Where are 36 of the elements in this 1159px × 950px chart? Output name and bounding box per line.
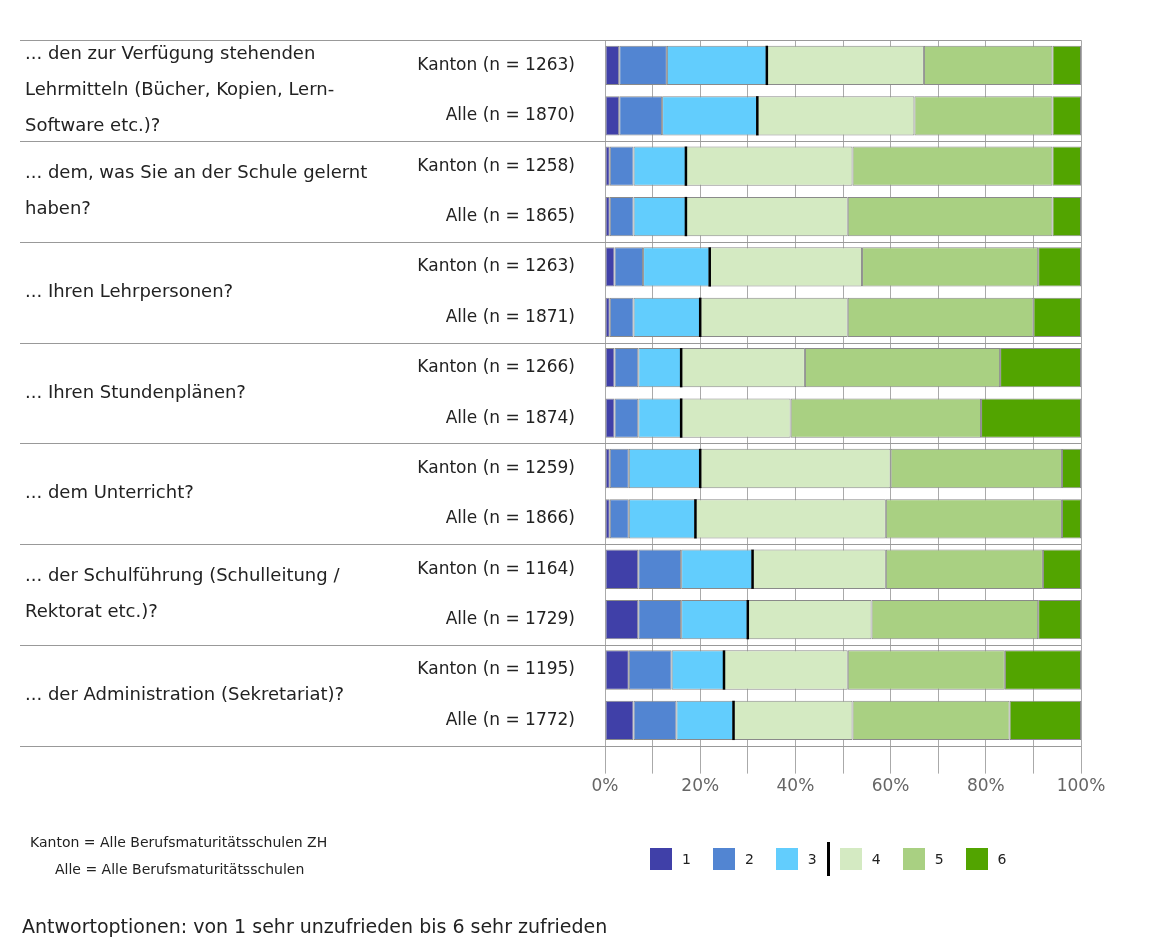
legend-label: 5	[934, 851, 944, 867]
y-tick-label: Alle (n = 1870)	[445, 104, 575, 125]
y-tick-label: Kanton (n = 1164)	[417, 557, 575, 578]
x-tick-label: 40%	[776, 775, 815, 796]
text: ... dem, was Sie an der Schule gelernt haben?	[25, 161, 368, 219]
text: ... Ihren Stundenplänen?	[25, 380, 246, 402]
y-tick-label: Alle (n = 1772)	[445, 708, 575, 729]
y-tick-label: Alle (n = 1874)	[445, 406, 575, 427]
y-tick-label: Kanton (n = 1263)	[417, 53, 575, 74]
y-tick-label: Kanton (n = 1266)	[417, 356, 575, 377]
x-tick-label: 20%	[681, 775, 720, 796]
y-tick-label: Alle (n = 1729)	[445, 608, 575, 629]
legend-label: 2	[744, 851, 754, 867]
x-tick-label: 0%	[591, 775, 619, 796]
text: Alle = Alle Berufsmaturitätsschulen	[55, 861, 305, 877]
y-tick-label: Kanton (n = 1258)	[417, 154, 575, 175]
legend-label: 3	[807, 851, 817, 867]
text: ... den zur Verfügung stehenden Lehrmitteln (Bücher, Kopien, Lern-Software etc.)?	[25, 42, 335, 136]
y-tick-label: Alle (n = 1871)	[445, 305, 575, 326]
text: ... der Administration (Sekretariat)?	[25, 682, 345, 704]
y-tick-label: Alle (n = 1866)	[445, 507, 575, 528]
x-tick-label: 60%	[871, 775, 910, 796]
y-tick-label: Kanton (n = 1259)	[417, 456, 575, 477]
text: ... Ihren Lehrpersonen?	[25, 279, 234, 301]
y-tick-label: Kanton (n = 1263)	[417, 255, 575, 276]
text: Antwortoptionen: von 1 sehr unzufrieden bis 6 sehr zufrieden	[22, 915, 608, 937]
legend-label: 6	[997, 851, 1007, 867]
text: ... dem Unterricht?	[25, 481, 194, 503]
legend-label: 4	[871, 851, 881, 867]
text: Kanton = Alle Berufsmaturitätsschulen ZH	[30, 834, 328, 850]
legend-label: 1	[682, 851, 691, 867]
y-tick-label: Kanton (n = 1195)	[417, 658, 575, 679]
x-tick-label: 80%	[966, 775, 1005, 796]
x-tick-label: 100%	[1056, 775, 1106, 796]
text: ... der Schulführung (Schulleitung / Rektorat etc.)?	[25, 564, 341, 622]
y-tick-label: Alle (n = 1865)	[445, 204, 575, 225]
